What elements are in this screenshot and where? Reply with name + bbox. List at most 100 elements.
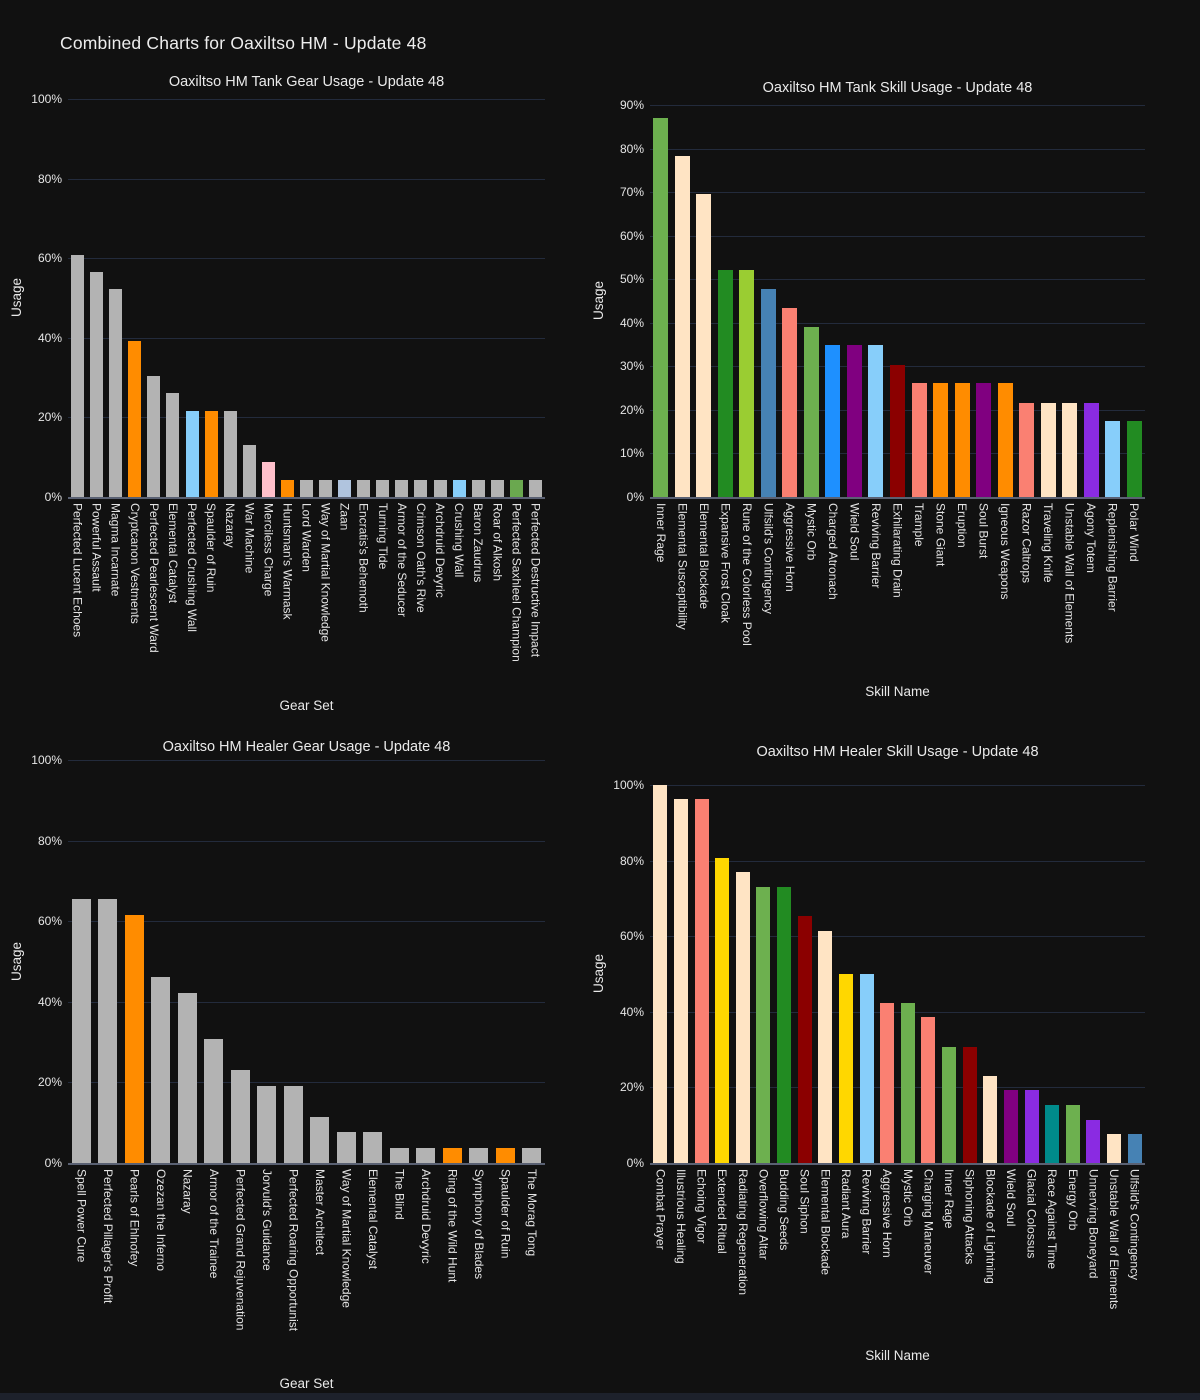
x-tick-label: Soul Burst bbox=[976, 503, 991, 559]
chart-title: Oaxiltso HM Healer Skill Usage - Update … bbox=[756, 744, 1039, 760]
bar bbox=[1024, 1090, 1039, 1163]
bar bbox=[911, 383, 927, 497]
x-tick-label: Echoing Vigor bbox=[694, 1169, 709, 1244]
bar bbox=[1019, 402, 1035, 497]
gridline bbox=[68, 1001, 545, 1003]
x-tick-label: Turning Tide bbox=[375, 503, 390, 570]
x-axis-label: Gear Set bbox=[279, 698, 334, 713]
x-tick-label: Merciless Charge bbox=[261, 503, 276, 597]
plot-area bbox=[650, 105, 1145, 499]
y-tick-label: 60% bbox=[37, 251, 62, 266]
x-tick-label: Elemental Susceptibility bbox=[675, 503, 690, 630]
gridline bbox=[68, 760, 545, 761]
bar bbox=[261, 462, 275, 497]
x-tick-label: Nazaray bbox=[180, 1169, 195, 1214]
bar bbox=[283, 1085, 303, 1163]
bar bbox=[846, 345, 862, 497]
x-tick-label: Perfected Roaring Opportunist bbox=[286, 1169, 301, 1332]
bar bbox=[797, 915, 812, 1163]
bar bbox=[1040, 402, 1056, 497]
bar bbox=[1105, 421, 1121, 497]
x-tick-label: Igneous Weapons bbox=[998, 503, 1013, 600]
bar bbox=[528, 479, 542, 497]
x-tick-label: The Morag Tong bbox=[524, 1169, 539, 1257]
x-tick-label: Perfected Grand Rejuvenation bbox=[233, 1169, 248, 1331]
y-tick-label: 70% bbox=[619, 185, 644, 200]
y-tick-label: 20% bbox=[37, 1075, 62, 1090]
x-axis-label: Skill Name bbox=[865, 684, 930, 699]
bar bbox=[177, 992, 197, 1163]
bar bbox=[109, 289, 123, 497]
x-tick-label: Stone Giant bbox=[933, 503, 948, 567]
x-tick-label: Wield Soul bbox=[847, 503, 862, 561]
x-tick-label: Nazaray bbox=[223, 503, 238, 548]
x-tick-label: Inner Rage bbox=[942, 1169, 957, 1229]
x-tick-label: Expansive Frost Cloak bbox=[718, 503, 733, 624]
x-tick-label: Energy Orb bbox=[1065, 1169, 1080, 1231]
y-tick-label: 40% bbox=[619, 1004, 644, 1019]
bar bbox=[319, 479, 333, 497]
bar bbox=[336, 1131, 356, 1163]
x-tick-label: Charging Maneuver bbox=[921, 1169, 936, 1275]
x-tick-label: Blockade of Lightning bbox=[983, 1169, 998, 1284]
x-tick-label: Ring of the Wild Hunt bbox=[445, 1169, 460, 1283]
bar bbox=[357, 479, 371, 497]
gridline bbox=[650, 105, 1145, 106]
bar bbox=[442, 1147, 462, 1163]
x-tick-label: Aggressive Horn bbox=[782, 503, 797, 592]
bar bbox=[1083, 402, 1099, 497]
x-tick-label: Lord Warden bbox=[299, 503, 314, 572]
gridline bbox=[68, 178, 545, 180]
x-tick-label: Way of Martial Knowledge bbox=[318, 503, 333, 642]
bar bbox=[509, 479, 523, 497]
x-tick-label: Perfected Pillager's Profit bbox=[100, 1169, 115, 1304]
chart-title: Oaxiltso HM Tank Gear Usage - Update 48 bbox=[168, 74, 445, 90]
bar bbox=[147, 376, 161, 497]
x-tick-label: Perfected Destructive Impact bbox=[528, 503, 543, 658]
x-tick-label: Elemental Blockade bbox=[696, 503, 711, 610]
plot-area bbox=[68, 760, 545, 1165]
y-tick-label: 10% bbox=[619, 446, 644, 461]
chart-title: Oaxiltso HM Healer Gear Usage - Update 4… bbox=[162, 739, 451, 755]
gridline bbox=[68, 337, 545, 339]
bar bbox=[756, 886, 771, 1163]
x-tick-label: Radiant Aura bbox=[838, 1169, 853, 1239]
x-tick-label: Siphoning Attacks bbox=[962, 1169, 977, 1265]
bar bbox=[962, 1046, 977, 1163]
bar bbox=[490, 479, 504, 497]
x-tick-label: Unstable Wall of Elements bbox=[1107, 1169, 1122, 1310]
plot-area bbox=[650, 785, 1145, 1165]
x-tick-label: Crimson Oath's Rive bbox=[413, 503, 428, 613]
bar bbox=[933, 383, 949, 497]
bar bbox=[1045, 1104, 1060, 1163]
y-tick-label: 100% bbox=[613, 778, 644, 792]
gridline bbox=[650, 235, 1145, 237]
bar bbox=[1062, 402, 1078, 497]
bar bbox=[185, 410, 199, 497]
y-tick-label: 0% bbox=[626, 490, 644, 504]
gridline bbox=[650, 785, 1145, 786]
bar bbox=[495, 1147, 515, 1163]
x-tick-label: The Blind bbox=[392, 1169, 407, 1220]
x-tick-label: Master Architect bbox=[312, 1169, 327, 1256]
y-tick-label: 80% bbox=[619, 141, 644, 156]
x-tick-label: Mystic Orb bbox=[804, 503, 819, 561]
y-tick-label: 80% bbox=[37, 833, 62, 848]
bar bbox=[997, 383, 1013, 497]
x-tick-label: Perfected Lucent Echoes bbox=[70, 503, 85, 638]
bar bbox=[310, 1116, 330, 1163]
x-tick-label: Spell Power Cure bbox=[74, 1169, 89, 1263]
bar bbox=[71, 899, 91, 1163]
y-tick-label: 20% bbox=[37, 410, 62, 425]
bar bbox=[673, 799, 688, 1163]
x-tick-label: Elemental Blockade bbox=[818, 1169, 833, 1276]
x-tick-label: Charged Atronach bbox=[825, 503, 840, 600]
x-tick-label: Glacial Colossus bbox=[1024, 1169, 1039, 1259]
bar bbox=[338, 479, 352, 497]
x-tick-label: Spaulder of Ruin bbox=[204, 503, 219, 593]
x-tick-label: Armor of the Trainee bbox=[206, 1169, 221, 1279]
gridline bbox=[68, 1082, 545, 1084]
